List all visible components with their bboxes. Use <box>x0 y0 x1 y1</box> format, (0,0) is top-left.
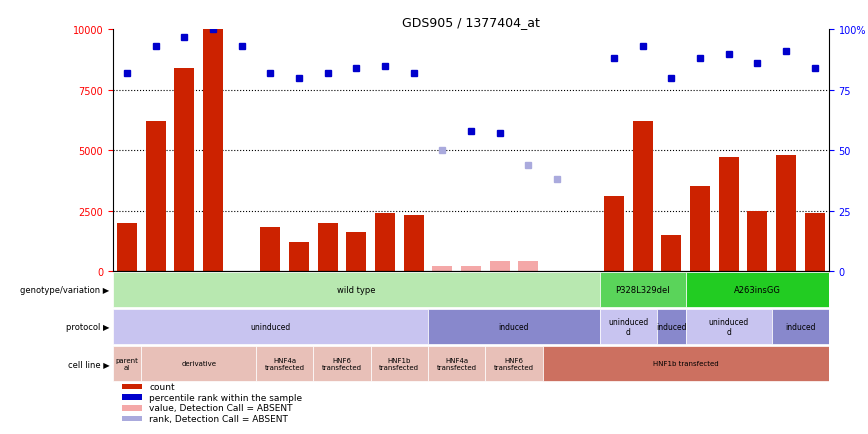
Text: genotype/variation ▶: genotype/variation ▶ <box>20 285 109 294</box>
Bar <box>260 228 280 271</box>
Bar <box>141 346 256 381</box>
Bar <box>375 214 395 271</box>
Bar <box>203 30 223 271</box>
Bar <box>428 346 485 381</box>
Bar <box>461 266 481 271</box>
Bar <box>485 346 542 381</box>
Bar <box>404 216 424 271</box>
Text: induced: induced <box>656 322 687 331</box>
Text: HNF1b
transfected: HNF1b transfected <box>379 357 419 370</box>
Bar <box>113 309 428 344</box>
Text: HNF6
transfected: HNF6 transfected <box>322 357 362 370</box>
Bar <box>146 122 166 271</box>
Bar <box>174 69 194 271</box>
Bar <box>318 223 338 271</box>
Bar <box>686 309 772 344</box>
Title: GDS905 / 1377404_at: GDS905 / 1377404_at <box>402 16 540 29</box>
Bar <box>490 262 510 271</box>
Bar <box>661 235 681 271</box>
Text: derivative: derivative <box>181 361 216 366</box>
Bar <box>289 242 309 271</box>
Text: rank, Detection Call = ABSENT: rank, Detection Call = ABSENT <box>149 414 288 423</box>
Bar <box>604 197 624 271</box>
Text: induced: induced <box>785 322 816 331</box>
Bar <box>518 262 538 271</box>
Bar <box>633 122 653 271</box>
Bar <box>256 346 313 381</box>
Text: uninduced
d: uninduced d <box>708 317 749 336</box>
Text: wild type: wild type <box>337 285 376 294</box>
Bar <box>686 272 829 307</box>
Text: value, Detection Call = ABSENT: value, Detection Call = ABSENT <box>149 404 293 412</box>
Text: induced: induced <box>498 322 529 331</box>
Bar <box>542 346 829 381</box>
Bar <box>432 266 452 271</box>
Text: HNF4a
transfected: HNF4a transfected <box>265 357 305 370</box>
Bar <box>805 214 825 271</box>
Bar <box>113 346 141 381</box>
Bar <box>600 309 657 344</box>
Bar <box>600 272 686 307</box>
Text: count: count <box>149 382 174 391</box>
Bar <box>346 233 366 271</box>
Bar <box>719 158 739 271</box>
Bar <box>428 309 600 344</box>
Text: HNF1b transfected: HNF1b transfected <box>653 361 719 366</box>
Text: uninduced
d: uninduced d <box>608 317 648 336</box>
Text: cell line ▶: cell line ▶ <box>68 359 109 368</box>
Text: HNF6
transfected: HNF6 transfected <box>494 357 534 370</box>
Text: HNF4a
transfected: HNF4a transfected <box>437 357 477 370</box>
Bar <box>776 156 796 271</box>
Text: P328L329del: P328L329del <box>615 285 670 294</box>
Text: parent
al: parent al <box>115 357 139 370</box>
Bar <box>117 223 137 271</box>
Bar <box>690 187 710 271</box>
Bar <box>313 346 371 381</box>
Text: uninduced: uninduced <box>250 322 291 331</box>
Bar <box>371 346 428 381</box>
Text: A263insGG: A263insGG <box>733 285 781 294</box>
Bar <box>657 309 686 344</box>
Bar <box>747 211 767 271</box>
Bar <box>772 309 829 344</box>
Bar <box>113 272 600 307</box>
Text: protocol ▶: protocol ▶ <box>66 322 109 331</box>
Text: percentile rank within the sample: percentile rank within the sample <box>149 393 302 401</box>
